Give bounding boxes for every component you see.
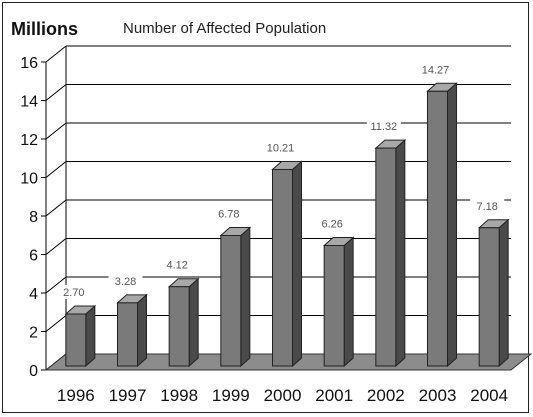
data-label: 6.26 xyxy=(321,218,342,230)
gridline-side xyxy=(45,199,67,217)
x-tick-label: 1998 xyxy=(160,386,198,405)
gridline-side xyxy=(45,315,67,332)
data-label-bg xyxy=(160,257,195,272)
y-axis-unit-label: Millions xyxy=(11,19,78,39)
bar xyxy=(323,244,345,367)
y-tick-label: 0 xyxy=(29,363,38,380)
bar xyxy=(117,302,138,367)
bar xyxy=(168,286,190,367)
bar xyxy=(65,313,87,367)
gridline-side xyxy=(45,45,67,63)
bar-side xyxy=(240,226,251,368)
bar xyxy=(375,147,397,367)
x-tick-label: 2001 xyxy=(315,386,353,405)
data-label: 6.78 xyxy=(218,208,239,220)
y-tick-label: 12 xyxy=(20,132,38,149)
bar-side xyxy=(188,277,199,368)
data-label: 14.27 xyxy=(422,64,450,76)
chart-title: Number of Affected Population xyxy=(123,20,327,37)
y-tick-label: 2 xyxy=(29,325,38,342)
y-tick-label: 8 xyxy=(29,209,38,226)
data-label-bg xyxy=(108,273,143,288)
gridline-side xyxy=(45,276,67,294)
y-tick-label: 16 xyxy=(20,55,38,72)
bar-side xyxy=(343,236,354,368)
bar-side xyxy=(85,304,96,368)
y-tick-label: 10 xyxy=(20,171,38,188)
data-label: 2.70 xyxy=(63,287,84,299)
data-label-bg xyxy=(315,216,350,231)
data-label: 3.28 xyxy=(115,276,136,288)
data-label-bg xyxy=(56,285,91,300)
x-tick-label: 1996 xyxy=(57,386,95,405)
x-tick-label: 2002 xyxy=(367,386,405,405)
bar xyxy=(427,90,448,367)
data-label-bg xyxy=(263,140,298,155)
gridline-side xyxy=(45,122,67,140)
data-label: 10.21 xyxy=(267,142,295,154)
x-tick-label: 1997 xyxy=(109,386,147,405)
bar-side xyxy=(498,218,509,368)
bar xyxy=(272,168,293,367)
x-tick-label: 2000 xyxy=(264,386,302,405)
data-label-bg xyxy=(470,198,505,213)
bar-side xyxy=(292,160,302,368)
bar xyxy=(220,234,242,367)
y-tick-label: 14 xyxy=(20,94,38,111)
x-tick-label: 1999 xyxy=(212,386,250,405)
bar xyxy=(478,227,500,367)
gridline-side xyxy=(45,238,67,255)
gridline-side xyxy=(45,161,67,178)
bar-side xyxy=(137,293,147,368)
data-label-bg xyxy=(366,119,401,134)
data-label-bg xyxy=(211,206,246,221)
x-tick-label: 2004 xyxy=(470,386,508,405)
data-label-bg xyxy=(418,62,453,77)
data-label: 11.32 xyxy=(370,121,397,133)
gridline-side xyxy=(45,84,67,101)
y-tick-label: 4 xyxy=(29,286,38,303)
data-label: 7.18 xyxy=(476,201,497,213)
bar-side xyxy=(447,82,457,368)
y-tick-label: 6 xyxy=(29,248,38,265)
data-label: 4.12 xyxy=(166,260,187,272)
x-tick-label: 2003 xyxy=(419,386,457,405)
bar-side xyxy=(395,138,406,368)
